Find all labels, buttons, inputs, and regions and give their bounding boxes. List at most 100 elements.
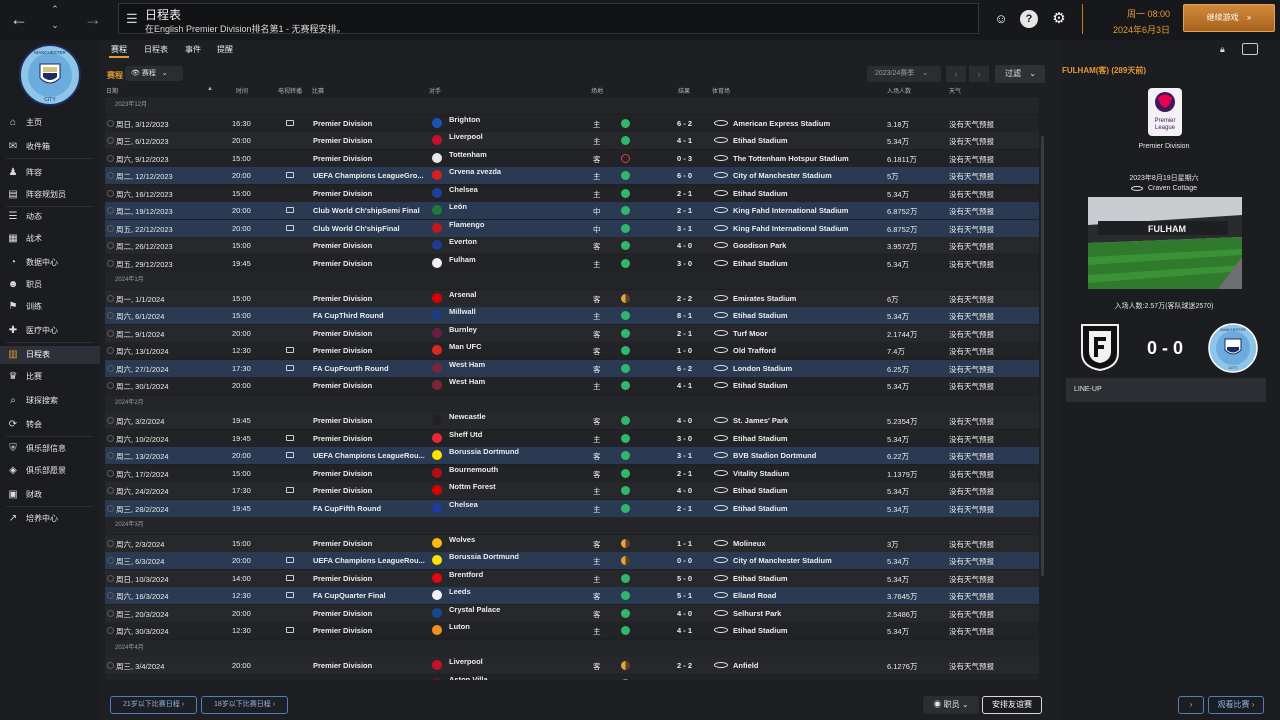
row-select-radio[interactable] (107, 487, 114, 494)
sidebar-item-planner[interactable]: ▤ 阵容规划员 (0, 186, 100, 204)
sidebar-item-vision[interactable]: ◈ 俱乐部愿景 (0, 462, 100, 480)
menu-icon[interactable]: ☰ (126, 11, 138, 26)
fixture-row[interactable]: 周六, 16/3/2024 12:30 FA CupQuarter Final Lee… (105, 587, 1039, 604)
fixture-row[interactable]: 周三, 6/12/2023 20:00 Premier Division Liverp… (105, 132, 1039, 149)
nav-up-icon[interactable]: ⌃ (51, 4, 59, 14)
row-select-radio[interactable] (107, 137, 114, 144)
fixture-row[interactable]: 周六, 10/2/2024 19:45 Premier Division Sheff … (105, 429, 1039, 447)
tab-events[interactable]: 事件 (185, 45, 201, 54)
row-select-radio[interactable] (107, 364, 114, 372)
col-comp[interactable]: 比赛 (312, 89, 325, 95)
fixture-row[interactable]: 周一, 1/1/2024 15:00 Premier Division Arsenal… (105, 289, 1039, 307)
fixture-row[interactable]: Aston Villa (105, 674, 1039, 680)
fixture-row[interactable]: 周三, 28/2/2024 19:45 FA CupFifth Round Chels… (105, 499, 1039, 517)
row-select-radio[interactable] (107, 469, 114, 477)
view-select[interactable]: 👁︎ 赛程 ⌄ (125, 66, 183, 81)
season-select[interactable]: 2023/24赛季 ⌄ (867, 66, 941, 82)
sidebar-item-data[interactable]: ◔ 数据中心 (0, 254, 100, 272)
row-select-radio[interactable] (107, 207, 114, 214)
row-select-radio[interactable] (107, 382, 114, 389)
row-select-radio[interactable] (107, 627, 114, 634)
col-attendance[interactable]: 入场人数 (887, 89, 912, 95)
gear-icon[interactable]: ⚙ (1052, 10, 1066, 27)
sidebar-item-inbox[interactable]: ✉ 收件箱 (0, 138, 100, 156)
row-select-radio[interactable] (107, 592, 114, 599)
continue-button[interactable]: 继续游戏 » (1183, 4, 1275, 32)
table-scrollbar[interactable] (1041, 136, 1044, 576)
col-stadium[interactable]: 体育场 (712, 89, 731, 95)
nav-down-icon[interactable]: ⌄ (51, 20, 59, 30)
forward-arrow-icon[interactable]: → (84, 9, 102, 29)
chat-icon[interactable]: ☺ (994, 11, 1008, 26)
lineup-button[interactable]: LINE-UP (1066, 378, 1266, 402)
row-select-radio[interactable] (107, 224, 114, 232)
fixture-row[interactable]: 周五, 22/12/2023 20:00 Club World Ch'shipFin… (105, 219, 1039, 237)
u18-fixtures-button[interactable]: 18岁以下比赛日程 › (201, 696, 288, 714)
club-crest[interactable]: MANCHESTER CITY (19, 44, 81, 106)
col-date[interactable]: 日期 (106, 89, 119, 95)
fixture-row[interactable]: 周三, 20/3/2024 20:00 Premier Division Crysta… (105, 604, 1039, 622)
fixture-row[interactable]: 周二, 12/12/2023 20:00 UEFA Champions League… (105, 167, 1039, 184)
row-select-radio[interactable] (107, 504, 114, 512)
row-select-radio[interactable] (107, 189, 114, 197)
fixture-row[interactable]: 周六, 13/1/2024 12:30 Premier Division Man UF… (105, 342, 1039, 359)
row-select-radio[interactable] (107, 119, 114, 127)
sidebar-item-medical[interactable]: ✚ 医疗中心 (0, 322, 100, 340)
tab-calendar[interactable]: 日程表 (144, 45, 168, 54)
row-select-radio[interactable] (107, 329, 114, 337)
back-arrow-icon[interactable]: ← (10, 9, 28, 29)
sidebar-item-transfer[interactable]: ⟳ 转会 (0, 416, 100, 434)
watch-match-button[interactable]: 观看比赛 › (1208, 696, 1264, 714)
sidebar-item-staff[interactable]: ☻ 职员 (0, 276, 100, 294)
row-select-radio[interactable] (107, 609, 114, 617)
fixture-row[interactable]: 周日, 10/3/2024 14:00 Premier Division Brentf… (105, 569, 1039, 587)
sidebar-item-tactics[interactable]: ▦ 战术 (0, 230, 100, 248)
fixture-row[interactable]: 周二, 13/2/2024 20:00 UEFA Champions LeagueR… (105, 447, 1039, 464)
row-select-radio[interactable] (107, 452, 114, 459)
fixture-row[interactable]: 周日, 3/12/2023 16:30 Premier Division Bright… (105, 114, 1039, 132)
fixture-row[interactable]: 周六, 3/2/2024 19:45 Premier Division Newcast… (105, 412, 1039, 429)
sidebar-item-development[interactable]: ↗ 培养中心 (0, 510, 100, 528)
date-display[interactable]: 周一 08:00 2024年6月3日 (1082, 4, 1174, 35)
fixture-row[interactable]: 周六, 6/1/2024 15:00 FA CupThird Round Millwa… (105, 307, 1039, 324)
col-weather[interactable]: 天气 (949, 89, 962, 95)
row-select-radio[interactable] (107, 347, 114, 354)
sidebar-item-trophy[interactable]: ♛ 比赛 (0, 368, 100, 386)
fixture-row[interactable]: 周六, 2/3/2024 15:00 Premier Division Wolves 客… (105, 534, 1039, 552)
col-result[interactable]: 结果 (678, 89, 691, 95)
fixture-row[interactable]: 周二, 19/12/2023 20:00 Club World Ch'shipSem… (105, 202, 1039, 219)
next-page-icon[interactable]: › (969, 66, 989, 82)
fixture-row[interactable]: 周六, 30/3/2024 12:30 Premier Division Luton 主… (105, 622, 1039, 639)
tab-fixtures[interactable]: 赛程 (111, 45, 127, 54)
col-opponent[interactable]: 对手 (429, 89, 442, 95)
col-time[interactable]: 时间 (236, 89, 249, 95)
row-select-radio[interactable] (107, 154, 114, 162)
row-select-radio[interactable] (107, 294, 114, 302)
sidebar-item-scout[interactable]: ⌕ 球探搜索 (0, 392, 100, 410)
fixture-row[interactable]: 周三, 3/4/2024 20:00 Premier Division Liverpo… (105, 657, 1039, 674)
fixture-row[interactable]: 周五, 29/12/2023 19:45 Premier Division Fulha… (105, 254, 1039, 272)
sidebar-item-shirt[interactable]: ♟ 阵容 (0, 164, 100, 182)
filter-button[interactable]: 过滤 ⌄ (995, 65, 1045, 83)
panel-toggle-icon[interactable] (1242, 43, 1258, 55)
row-select-radio[interactable] (107, 662, 114, 669)
sidebar-item-calendar[interactable]: ▥ 日程表 (0, 346, 100, 364)
help-icon[interactable]: ? (1020, 10, 1038, 28)
next-match-button[interactable]: › (1178, 696, 1204, 714)
u21-fixtures-button[interactable]: 21岁以下比赛日程 › (110, 696, 197, 714)
row-select-radio[interactable] (107, 242, 114, 249)
sidebar-item-training[interactable]: ⚑ 训练 (0, 298, 100, 316)
row-select-radio[interactable] (107, 539, 114, 547)
fixture-row[interactable]: 周二, 30/1/2024 20:00 Premier Division West H… (105, 377, 1039, 394)
fixture-row[interactable]: 周六, 17/2/2024 15:00 Premier Division Bourne… (105, 464, 1039, 482)
sidebar-item-home[interactable]: ⌂ 主页 (0, 114, 100, 132)
sidebar-item-news[interactable]: ☰ 动态 (0, 208, 100, 226)
row-select-radio[interactable] (107, 434, 114, 442)
fixture-row[interactable]: 周三, 6/3/2024 20:00 UEFA Champions LeagueRo… (105, 552, 1039, 569)
fixture-row[interactable]: 周二, 26/12/2023 15:00 Premier Division Evert… (105, 237, 1039, 254)
row-select-radio[interactable] (107, 259, 114, 267)
staff-button[interactable]: ◉ 职员 ⌄ (923, 696, 979, 714)
sidebar-item-finance[interactable]: ▣ 财政 (0, 486, 100, 504)
prev-page-icon[interactable]: ‹ (946, 66, 966, 82)
arrange-friendly-button[interactable]: 安排友谊赛 (982, 696, 1042, 714)
